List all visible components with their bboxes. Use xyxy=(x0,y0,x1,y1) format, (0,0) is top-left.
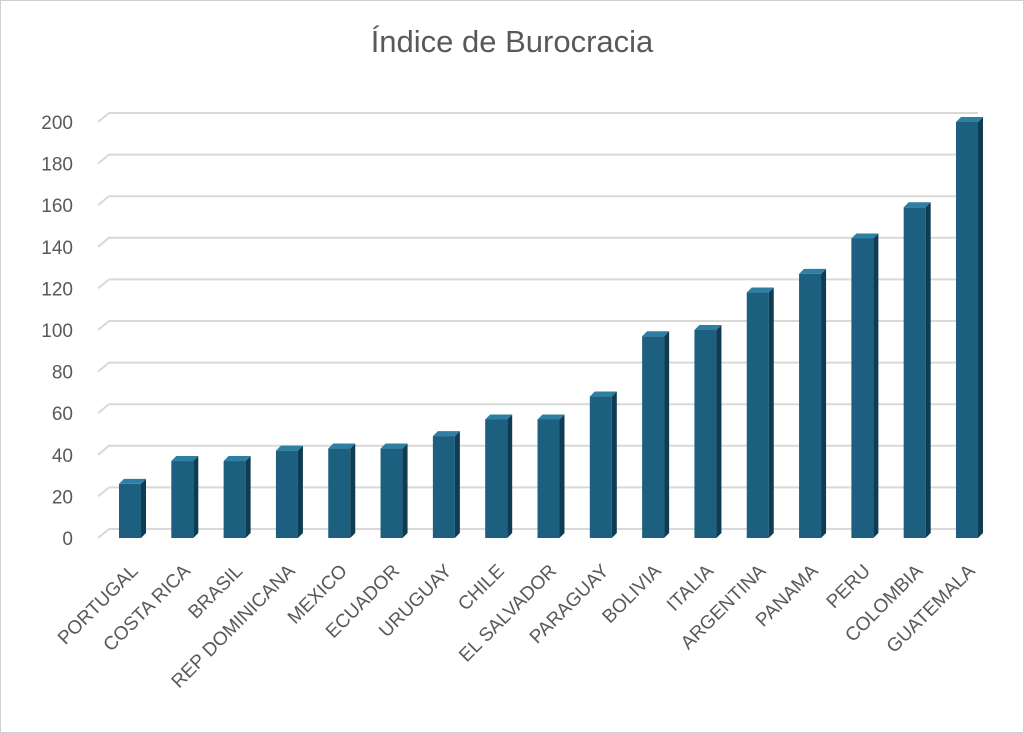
bar-top xyxy=(694,325,722,330)
bar xyxy=(275,445,303,538)
bars xyxy=(119,117,983,539)
gridline xyxy=(97,278,978,290)
bar-side xyxy=(873,233,879,539)
y-tick-label: 100 xyxy=(41,321,73,342)
bar xyxy=(589,391,617,538)
bar-front xyxy=(589,396,612,538)
gridline xyxy=(97,486,978,498)
bar-front xyxy=(223,461,246,538)
gridline xyxy=(97,195,978,206)
bar-top xyxy=(485,414,513,420)
bar-top xyxy=(903,202,931,208)
y-tick-label: 80 xyxy=(52,363,73,384)
x-category-label: BOLIVIA xyxy=(599,560,666,627)
y-tick-label: 40 xyxy=(52,446,73,467)
bar-side xyxy=(664,331,670,538)
bar-side xyxy=(402,443,408,538)
bar-side xyxy=(245,456,251,538)
bar-top xyxy=(119,478,146,484)
chart-title: Índice de Burocracia xyxy=(370,24,654,59)
bar-front xyxy=(328,448,351,538)
gridline xyxy=(97,403,978,414)
y-axis-ticks: 0 20 40 60 80 100 120 140 160 180 200 xyxy=(41,113,73,550)
bar-front xyxy=(694,330,717,538)
bar-side xyxy=(821,268,827,538)
bar xyxy=(642,331,670,538)
bar-front xyxy=(275,450,298,538)
bar-top xyxy=(851,233,879,239)
bar-front xyxy=(903,207,926,538)
bar-top xyxy=(171,456,199,462)
bar xyxy=(223,456,251,538)
y-tick-label: 140 xyxy=(41,238,73,259)
gridline xyxy=(97,444,978,456)
bar xyxy=(380,443,408,538)
gridline xyxy=(97,236,978,248)
bar-top xyxy=(537,414,565,420)
gridline xyxy=(97,528,978,539)
bar-side xyxy=(768,287,774,538)
bar-front xyxy=(432,436,455,538)
bar xyxy=(956,117,983,538)
y-tick-label: 60 xyxy=(52,404,73,425)
bar-side xyxy=(559,414,565,538)
y-tick-label: 180 xyxy=(41,155,73,176)
bar-front xyxy=(642,336,665,538)
bar-top xyxy=(589,391,617,397)
bar-front xyxy=(119,483,141,538)
gridline xyxy=(97,361,978,373)
bar-front xyxy=(746,292,769,538)
bar xyxy=(694,325,722,538)
bar-top xyxy=(746,287,774,293)
bar-front xyxy=(851,238,874,539)
gridline xyxy=(97,320,978,331)
gridlines xyxy=(97,112,978,539)
bar-top xyxy=(380,443,408,449)
bar-top xyxy=(275,445,303,451)
y-tick-label: 200 xyxy=(41,113,73,134)
bar xyxy=(799,268,827,538)
bar-front xyxy=(799,273,822,538)
bar-side xyxy=(507,414,513,538)
bar xyxy=(851,233,879,539)
bar-side xyxy=(141,478,146,538)
bar-side xyxy=(716,325,722,538)
bar-top xyxy=(799,268,827,274)
y-tick-label: 120 xyxy=(41,279,73,300)
bar-side xyxy=(193,456,199,538)
bar-side xyxy=(297,445,303,538)
bar xyxy=(537,414,565,538)
bar-side xyxy=(611,391,617,538)
bar xyxy=(432,431,460,538)
gridline xyxy=(97,112,978,123)
y-tick-label: 20 xyxy=(52,487,73,508)
bar-top xyxy=(223,456,251,462)
y-tick-label: 160 xyxy=(41,196,73,217)
bar xyxy=(485,414,513,538)
bar-front xyxy=(171,461,194,538)
bar xyxy=(903,202,931,538)
bar xyxy=(171,456,199,538)
bar-side xyxy=(925,202,931,538)
bar-front xyxy=(956,122,978,538)
bar-side xyxy=(350,443,356,538)
bar-front xyxy=(537,419,560,538)
bar-top xyxy=(956,117,983,122)
bar-top xyxy=(328,443,356,449)
bar-top xyxy=(432,431,460,437)
bar-front xyxy=(380,448,403,538)
bar-top xyxy=(642,331,670,337)
gridline xyxy=(97,153,978,165)
bar-side xyxy=(454,431,460,538)
bar xyxy=(328,443,356,538)
bar-side xyxy=(978,117,983,538)
bar xyxy=(746,287,774,538)
bar xyxy=(119,478,146,538)
y-tick-label: 0 xyxy=(62,529,73,550)
bar-front xyxy=(485,419,508,538)
